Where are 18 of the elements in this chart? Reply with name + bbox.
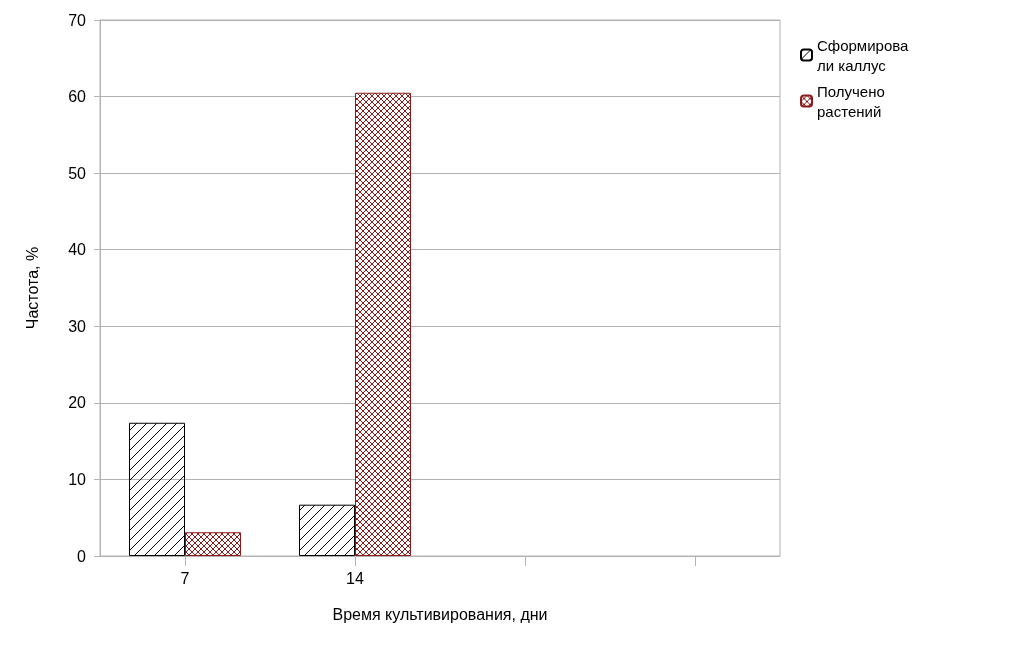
x-tick-label: 7 (180, 569, 190, 587)
y-tick-label: 70 (68, 11, 87, 29)
legend-label: Получено растений (817, 82, 889, 120)
bar (355, 92, 411, 556)
legend-label: Сформировали каллус (817, 36, 910, 74)
bar (299, 504, 355, 556)
y-tick-label: 50 (68, 164, 87, 182)
y-tick-label: 40 (68, 241, 87, 259)
y-tick-label: 10 (68, 470, 87, 488)
y-tick-label: 60 (68, 88, 87, 106)
y-tick-label: 30 (68, 317, 87, 335)
bar (129, 422, 185, 556)
y-tick-label: 0 (77, 547, 87, 565)
y-axis-title: Частота, % (23, 246, 41, 330)
bar (185, 532, 241, 556)
y-tick-label: 20 (68, 394, 87, 412)
x-tick-label: 14 (346, 569, 364, 587)
x-axis-title: Время культивирования, дни (332, 605, 548, 623)
